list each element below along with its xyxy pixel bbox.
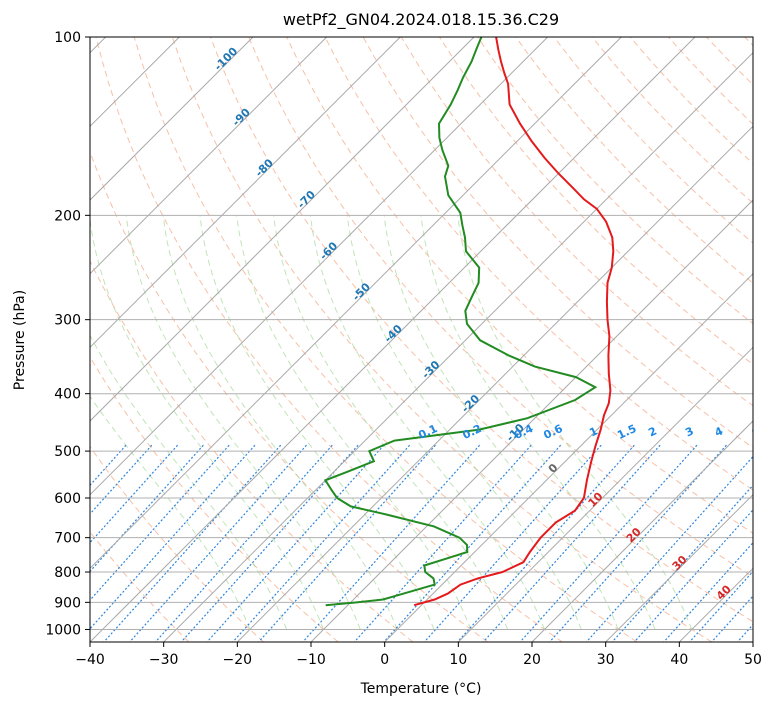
mixing-ratio-line bbox=[90, 444, 153, 515]
mixing-ratio-line bbox=[383, 444, 562, 642]
mixing-ratio-line bbox=[482, 444, 661, 642]
dry-adiabat bbox=[90, 445, 264, 642]
y-tick-label: 300 bbox=[54, 313, 81, 329]
mixing-ratio-line bbox=[689, 570, 753, 642]
isotherm-line bbox=[163, 51, 753, 642]
isotherm-line bbox=[90, 37, 328, 275]
x-tick-label: 10 bbox=[449, 652, 467, 668]
dry-adiabat bbox=[90, 356, 339, 642]
mixing-ratio-line bbox=[611, 484, 753, 642]
x-tick-label: 40 bbox=[670, 652, 688, 668]
x-axis-label: Temperature (°C) bbox=[360, 681, 482, 697]
dry-adiabat bbox=[286, 37, 753, 534]
isotherm-line bbox=[384, 272, 753, 642]
y-tick-label: 700 bbox=[54, 531, 81, 547]
dry-adiabat bbox=[133, 37, 638, 642]
mixing-ratio-line bbox=[90, 444, 127, 487]
dry-adiabat bbox=[515, 37, 753, 284]
isotherm-line bbox=[236, 125, 753, 642]
x-axis-ticks: −40 −30 −20 −10 0 10 20 30 40 50 bbox=[75, 642, 762, 668]
y-tick-label: 500 bbox=[54, 444, 81, 460]
mixing-ratio-line bbox=[232, 444, 411, 642]
mixing-ratio-line bbox=[633, 508, 753, 642]
isotherm-line bbox=[310, 199, 753, 642]
isotherm-line bbox=[90, 37, 401, 349]
x-tick-label: −30 bbox=[149, 652, 179, 668]
mixing-ratio-line bbox=[90, 444, 256, 630]
mixing-ratio-line bbox=[155, 444, 333, 642]
isotherm-line bbox=[90, 37, 549, 496]
mixing-ratio-line bbox=[258, 444, 436, 642]
y-tick-label: 800 bbox=[54, 565, 81, 581]
profile-line bbox=[323, 37, 598, 607]
x-tick-label: 0 bbox=[380, 652, 389, 668]
mixing-ratio-line bbox=[90, 444, 230, 601]
isotherm-line bbox=[90, 37, 696, 642]
profile-series bbox=[323, 37, 615, 607]
y-axis-label: Pressure (hPa) bbox=[12, 290, 28, 390]
dry-adiabat bbox=[171, 37, 712, 642]
y-tick-label: 200 bbox=[54, 208, 81, 224]
isotherm-line bbox=[90, 37, 254, 201]
isotherm-line bbox=[531, 420, 753, 642]
mixing-ratio-line bbox=[103, 444, 282, 642]
x-tick-label: −20 bbox=[223, 652, 253, 668]
isotherm-line bbox=[90, 37, 622, 570]
mixing-ratio-line bbox=[585, 455, 753, 642]
mixing-ratio-line bbox=[129, 444, 307, 642]
mixing-ratio-line bbox=[549, 444, 727, 642]
plot-frame bbox=[89, 36, 754, 643]
isotherm-line bbox=[457, 346, 753, 642]
x-tick-label: 20 bbox=[523, 652, 541, 668]
mixing-ratio-line bbox=[519, 444, 698, 642]
mixing-ratio-label: 6 bbox=[750, 424, 763, 439]
mixing-ratio-line bbox=[353, 444, 532, 642]
dry-adiabat bbox=[210, 37, 753, 623]
dry-adiabat bbox=[95, 37, 563, 642]
x-tick-label: −10 bbox=[296, 652, 326, 668]
y-axis-ticks: 100 200 300 400 500 600 700 800 900 1000 bbox=[45, 30, 90, 638]
mixing-ratio-line bbox=[711, 595, 753, 642]
y-tick-label: 400 bbox=[54, 387, 81, 403]
x-tick-label: −40 bbox=[75, 652, 105, 668]
y-tick-label: 600 bbox=[54, 491, 81, 507]
dry-adiabat bbox=[90, 259, 414, 642]
y-tick-label: 900 bbox=[54, 595, 81, 611]
mixing-ratio-line bbox=[663, 541, 753, 642]
isotherm-line bbox=[90, 37, 475, 422]
y-tick-label: 100 bbox=[54, 30, 81, 46]
y-tick-label: 1000 bbox=[45, 622, 81, 638]
dry-adiabat bbox=[324, 37, 753, 491]
x-tick-label: 50 bbox=[744, 652, 762, 668]
mixing-ratio-line bbox=[206, 444, 385, 642]
x-tick-label: 30 bbox=[597, 652, 615, 668]
mixing-ratio-line bbox=[302, 444, 481, 642]
mixing-ratio-line bbox=[90, 444, 179, 544]
mixing-ratio-line bbox=[423, 444, 602, 642]
isotherm-line bbox=[605, 493, 753, 642]
mixing-ratio-line bbox=[457, 444, 635, 642]
profile-line bbox=[413, 37, 615, 607]
chart-title: wetPf2_GN04.2024.018.15.36.C29 bbox=[283, 10, 559, 30]
